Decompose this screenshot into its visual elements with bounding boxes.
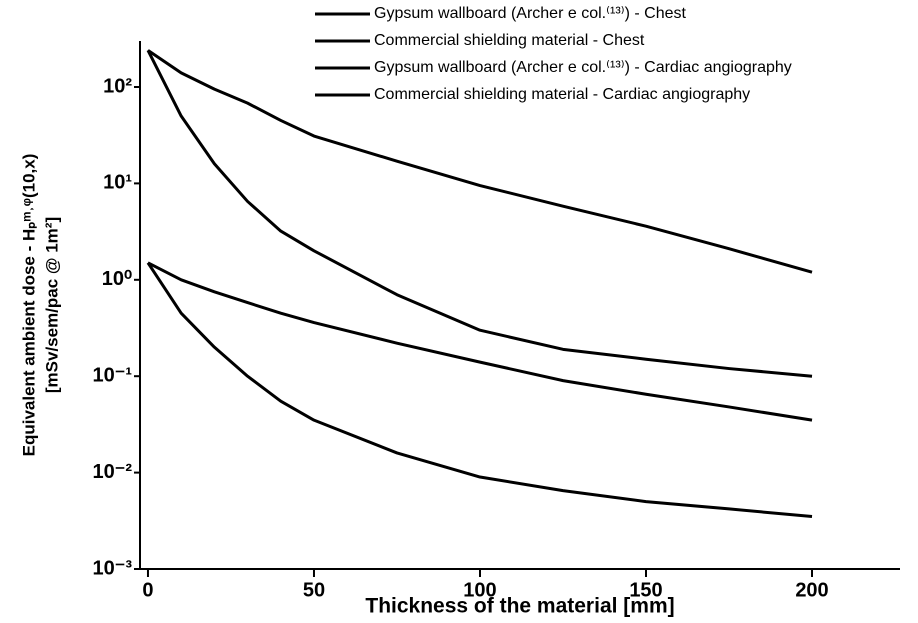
x-tick-label: 200 xyxy=(795,579,828,601)
series-line xyxy=(147,49,813,274)
y-tick-label: 10¹ xyxy=(103,172,132,194)
x-tick-label: 150 xyxy=(629,579,662,601)
y-axis-label: [mSv/sem/pac @ 1m²] xyxy=(42,217,61,393)
series-line xyxy=(147,261,813,422)
y-tick-label: 10² xyxy=(103,75,132,97)
y-tick-label: 10⁻¹ xyxy=(93,364,133,386)
x-axis-label: Thickness of the material [mm] xyxy=(365,595,674,618)
x-tick-label: 0 xyxy=(142,579,153,601)
y-tick-label: 10⁻³ xyxy=(93,557,133,579)
series-line xyxy=(146,261,813,519)
y-tick-label: 10⁻² xyxy=(93,461,133,483)
legend-label: Commercial shielding material - Chest xyxy=(374,32,645,49)
series-line xyxy=(146,49,813,378)
legend-label: Gypsum wallboard (Archer e col.⁽¹³⁾) - C… xyxy=(374,5,687,22)
y-axis-label: Equivalent ambient dose - Hₚᵐ˒ᵠ(10,x) xyxy=(19,154,38,457)
legend-label: Commercial shielding material - Cardiac … xyxy=(374,86,750,103)
x-tick-label: 50 xyxy=(303,579,325,601)
legend-label: Gypsum wallboard (Archer e col.⁽¹³⁾) - C… xyxy=(374,59,792,76)
y-tick-label: 10⁰ xyxy=(102,268,132,290)
x-tick-label: 100 xyxy=(463,579,496,601)
